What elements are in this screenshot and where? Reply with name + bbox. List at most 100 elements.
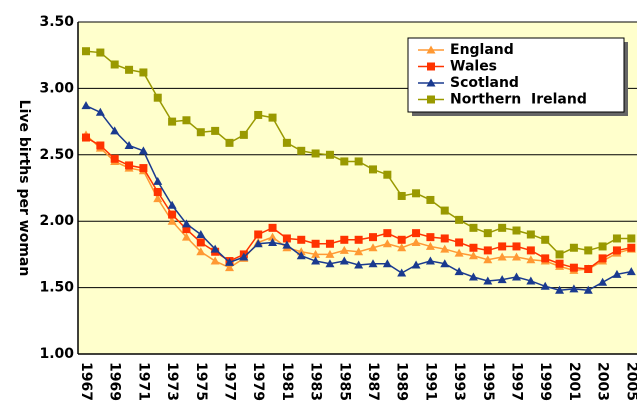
marker <box>483 246 492 255</box>
marker <box>454 248 464 257</box>
marker <box>95 107 105 116</box>
marker <box>311 256 321 265</box>
marker <box>483 276 493 285</box>
marker <box>311 249 321 258</box>
legend-label: Scotland <box>450 75 519 91</box>
marker <box>598 277 608 286</box>
marker <box>426 45 436 54</box>
x-tick-label: 2005 <box>623 362 637 401</box>
marker <box>498 223 507 232</box>
marker <box>368 243 378 252</box>
marker <box>297 235 306 244</box>
marker <box>497 275 507 284</box>
marker <box>325 249 335 258</box>
marker <box>325 150 334 159</box>
x-tick-label: 1967 <box>78 362 94 401</box>
marker <box>583 285 593 294</box>
marker <box>440 259 450 268</box>
marker <box>253 239 263 248</box>
y-axis-label: Live births per woman <box>16 100 32 277</box>
marker <box>626 267 636 276</box>
marker <box>397 235 406 244</box>
marker <box>627 234 636 243</box>
marker <box>427 95 435 104</box>
marker <box>426 233 435 242</box>
marker <box>569 263 578 272</box>
marker <box>110 60 119 69</box>
marker <box>196 247 206 256</box>
marker <box>268 113 277 122</box>
marker <box>383 229 392 238</box>
marker <box>339 256 349 265</box>
marker <box>612 246 621 255</box>
marker <box>196 238 205 247</box>
marker <box>139 68 148 77</box>
marker <box>124 141 134 150</box>
marker <box>468 251 478 260</box>
marker <box>196 128 205 137</box>
marker <box>541 235 550 244</box>
x-tick-label: 1991 <box>422 362 438 401</box>
series-group <box>81 47 636 294</box>
marker <box>82 133 90 142</box>
marker <box>139 164 148 173</box>
x-tick-label: 1983 <box>308 362 324 401</box>
marker <box>584 246 593 255</box>
marker <box>239 130 248 139</box>
marker <box>297 146 306 155</box>
marker <box>425 256 435 265</box>
legend-label: Northern Ireland <box>450 92 587 108</box>
marker <box>311 149 320 158</box>
marker <box>210 244 220 253</box>
marker <box>382 239 392 248</box>
marker <box>153 194 163 203</box>
marker <box>397 268 407 277</box>
marker <box>225 138 234 147</box>
y-tick-label: 1.00 <box>39 346 74 362</box>
marker <box>512 252 521 261</box>
marker <box>182 116 191 125</box>
marker <box>210 256 220 265</box>
marker <box>296 251 306 260</box>
marker <box>368 259 378 268</box>
x-tick-label: 2001 <box>566 362 582 401</box>
marker <box>167 216 177 225</box>
marker <box>584 265 593 274</box>
marker <box>541 254 550 263</box>
marker <box>455 238 464 247</box>
marker <box>526 246 535 255</box>
marker <box>282 240 292 249</box>
marker <box>540 281 550 290</box>
marker <box>426 78 436 87</box>
marker <box>498 242 507 251</box>
marker <box>612 234 621 243</box>
marker <box>354 157 363 166</box>
y-tick-label: 2.00 <box>39 213 74 229</box>
x-tick-label: 1985 <box>336 362 352 401</box>
x-tick-label: 1999 <box>537 362 553 401</box>
marker <box>411 237 421 246</box>
marker <box>182 225 191 234</box>
marker <box>569 243 578 252</box>
marker <box>282 234 291 243</box>
marker <box>181 219 191 228</box>
marker <box>555 285 565 294</box>
marker <box>153 176 163 185</box>
marker <box>427 62 435 71</box>
marker <box>412 189 421 198</box>
marker <box>612 269 622 278</box>
marker <box>254 110 263 119</box>
marker <box>397 191 406 200</box>
marker <box>181 232 191 241</box>
x-tick-label: 1993 <box>451 362 467 401</box>
marker <box>153 93 162 102</box>
marker <box>268 237 278 246</box>
marker <box>268 223 277 232</box>
y-tick-label: 3.50 <box>39 14 74 30</box>
marker <box>526 230 535 239</box>
marker <box>454 267 464 276</box>
marker <box>555 259 564 268</box>
marker <box>397 243 407 252</box>
marker <box>168 210 177 219</box>
